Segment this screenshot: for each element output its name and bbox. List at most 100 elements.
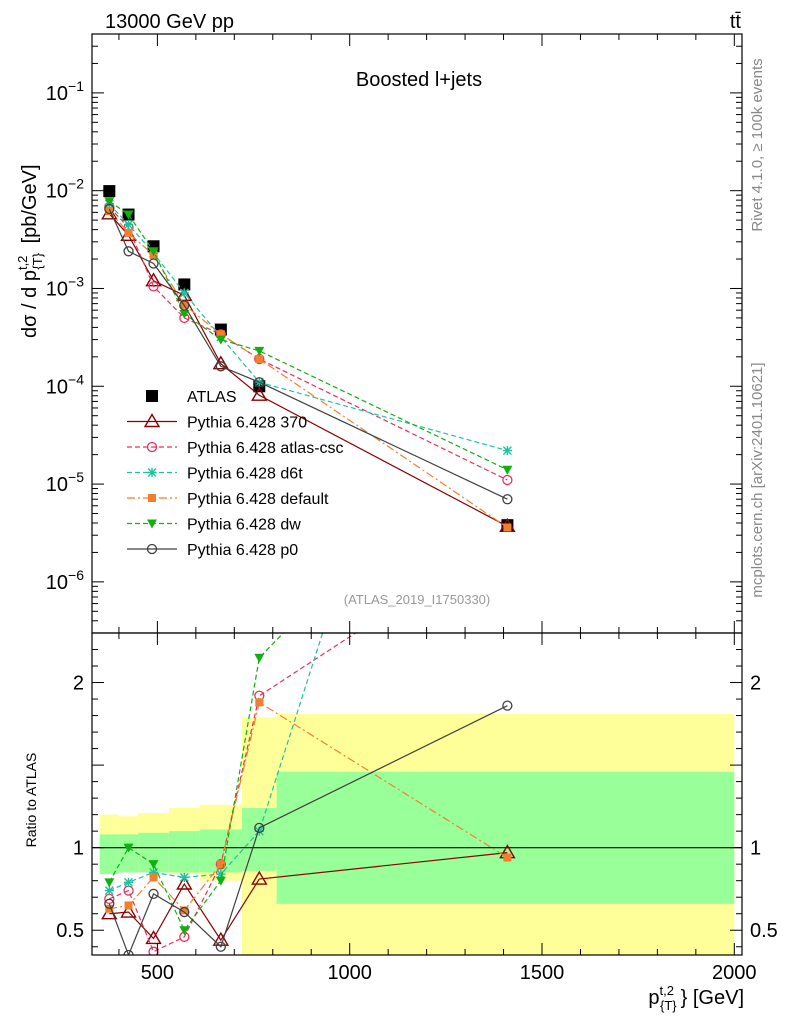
legend-entry-ATLAS: ATLAS (146, 389, 237, 406)
x-tick-label: 500 (141, 962, 174, 984)
ratio-point-default (255, 698, 264, 707)
main-y-axis-label: dσ / d pt,2{T} [pb/GeV] (15, 164, 45, 338)
data-point-dw (254, 346, 265, 356)
ratio-y-tick-label-right: 1 (750, 838, 761, 860)
ratio-point-p0 (215, 941, 226, 952)
series-p370 (101, 205, 516, 532)
ratio-point-default (216, 860, 225, 869)
data-point-p0 (215, 361, 226, 372)
header-left: 13000 GeV pp (105, 11, 234, 33)
series-line-p370 (108, 213, 508, 527)
ratio-line-p370 (109, 852, 508, 942)
ratio-y-tick-label: 0.5 (56, 920, 84, 942)
main-y-tick-label: 10−2 (46, 176, 84, 203)
ratio-point-dw (104, 878, 115, 888)
ratio-panel-series (101, 50, 516, 955)
series-p0 (104, 203, 513, 505)
x-tick-label: 1000 (327, 962, 372, 984)
ratio-point-dw (179, 926, 190, 936)
data-point-ATLAS (178, 278, 191, 291)
data-point-default (124, 228, 133, 237)
data-point-p370 (251, 386, 268, 401)
ratio-point-d6t (179, 872, 189, 883)
legend-entry-atlas_csc: Pythia 6.428 atlas-csc (127, 440, 344, 457)
band-inner-bin (276, 771, 735, 904)
band-inner-bin (242, 808, 277, 871)
data-point-default (105, 206, 114, 215)
ratio-point-p0 (148, 888, 159, 900)
data-point-dw (104, 197, 115, 207)
mcplots-label: mcplots.cern.ch [arXiv:2401.10621] (749, 362, 766, 597)
ratio-point-default (180, 906, 189, 915)
series-line-d6t (108, 203, 508, 452)
ratio-point-default (124, 901, 133, 910)
series-dw (104, 197, 513, 475)
series-ATLAS (103, 185, 514, 532)
series-default (105, 206, 512, 532)
series-line-default (108, 210, 508, 528)
data-point-default (255, 355, 264, 364)
data-point-default (503, 523, 512, 532)
data-point-dw (148, 247, 159, 257)
data-point-dw (123, 210, 134, 220)
ratio-point-dw (502, 398, 512, 407)
data-point-default (216, 330, 225, 339)
data-point-dw (215, 335, 226, 345)
legend-entry-default: Pythia 6.428 default (127, 491, 329, 508)
analysis-id: (ATLAS_2019_I1750330) (344, 592, 490, 607)
data-point-p0 (502, 494, 513, 505)
ratio-point-p370 (176, 875, 193, 890)
data-point-dw (502, 465, 513, 475)
ratio-point-p0 (123, 949, 134, 955)
legend-label-atlas_csc: Pythia 6.428 atlas-csc (187, 440, 344, 457)
ratio-point-p0 (104, 898, 115, 909)
legend-marker-default (148, 494, 156, 502)
legend-marker-p0 (146, 543, 158, 555)
legend: ATLAS Pythia 6.428 370 Pythia 6.428 atlas-… (127, 389, 344, 559)
data-point-p0 (123, 246, 134, 257)
ratio-y-axis-label: Ratio to ATLAS (23, 753, 39, 848)
main-y-tick-label: 10−1 (46, 78, 84, 105)
data-point-d6t (179, 288, 189, 298)
main-panel-series (101, 185, 516, 532)
data-point-atlas_csc (502, 474, 513, 486)
data-point-p0 (254, 377, 265, 388)
ratio-line-p0 (108, 705, 508, 955)
series-line-dw (108, 200, 508, 471)
ratio-point-d6t (216, 869, 226, 879)
data-point-dw (179, 309, 190, 319)
legend-label-d6t: Pythia 6.428 d6t (187, 466, 303, 483)
ratio-point-d6t (254, 826, 264, 836)
ratio-point-p0 (254, 822, 265, 834)
ratio-y-tick-label: 1 (73, 838, 84, 860)
header-right: tt̄ (730, 11, 742, 33)
legend-label-default: Pythia 6.428 default (187, 491, 329, 508)
ratio-point-default (149, 873, 158, 882)
ratio-point-atlas_csc (148, 946, 159, 955)
ratio-point-d6t (104, 885, 114, 896)
legend-label-p370: Pythia 6.428 370 (187, 415, 307, 432)
legend-entry-p370: Pythia 6.428 370 (127, 413, 307, 432)
x-tick-label: 1500 (520, 962, 565, 984)
main-y-tick-label: 10−6 (46, 567, 84, 594)
data-point-p0 (148, 258, 159, 269)
ratio-point-p370 (251, 870, 268, 885)
ratio-point-dw (148, 860, 159, 870)
main-y-tick-label: 10−4 (46, 371, 84, 398)
axes: 10−6 10−5 10−4 10−3 10−2 10−1 500 1000 1500 2000 0… (46, 33, 778, 984)
legend-marker-ATLAS (146, 390, 158, 402)
ratio-point-d6t (123, 877, 134, 887)
data-point-d6t (123, 219, 134, 230)
ratio-point-dw (254, 653, 265, 663)
band-inner-bin (118, 834, 139, 873)
ratio-point-p0 (502, 700, 513, 711)
chart-title: Boosted l+jets (356, 69, 482, 91)
ratio-series-p370 (101, 844, 516, 946)
ratio-series-d6t (104, 50, 512, 896)
ratio-point-d6t (503, 50, 512, 59)
main-y-tick-label: 10−3 (46, 273, 84, 300)
series-d6t (104, 199, 512, 456)
legend-entry-dw: Pythia 6.428 dw (127, 517, 301, 534)
ratio-point-default (503, 853, 512, 862)
